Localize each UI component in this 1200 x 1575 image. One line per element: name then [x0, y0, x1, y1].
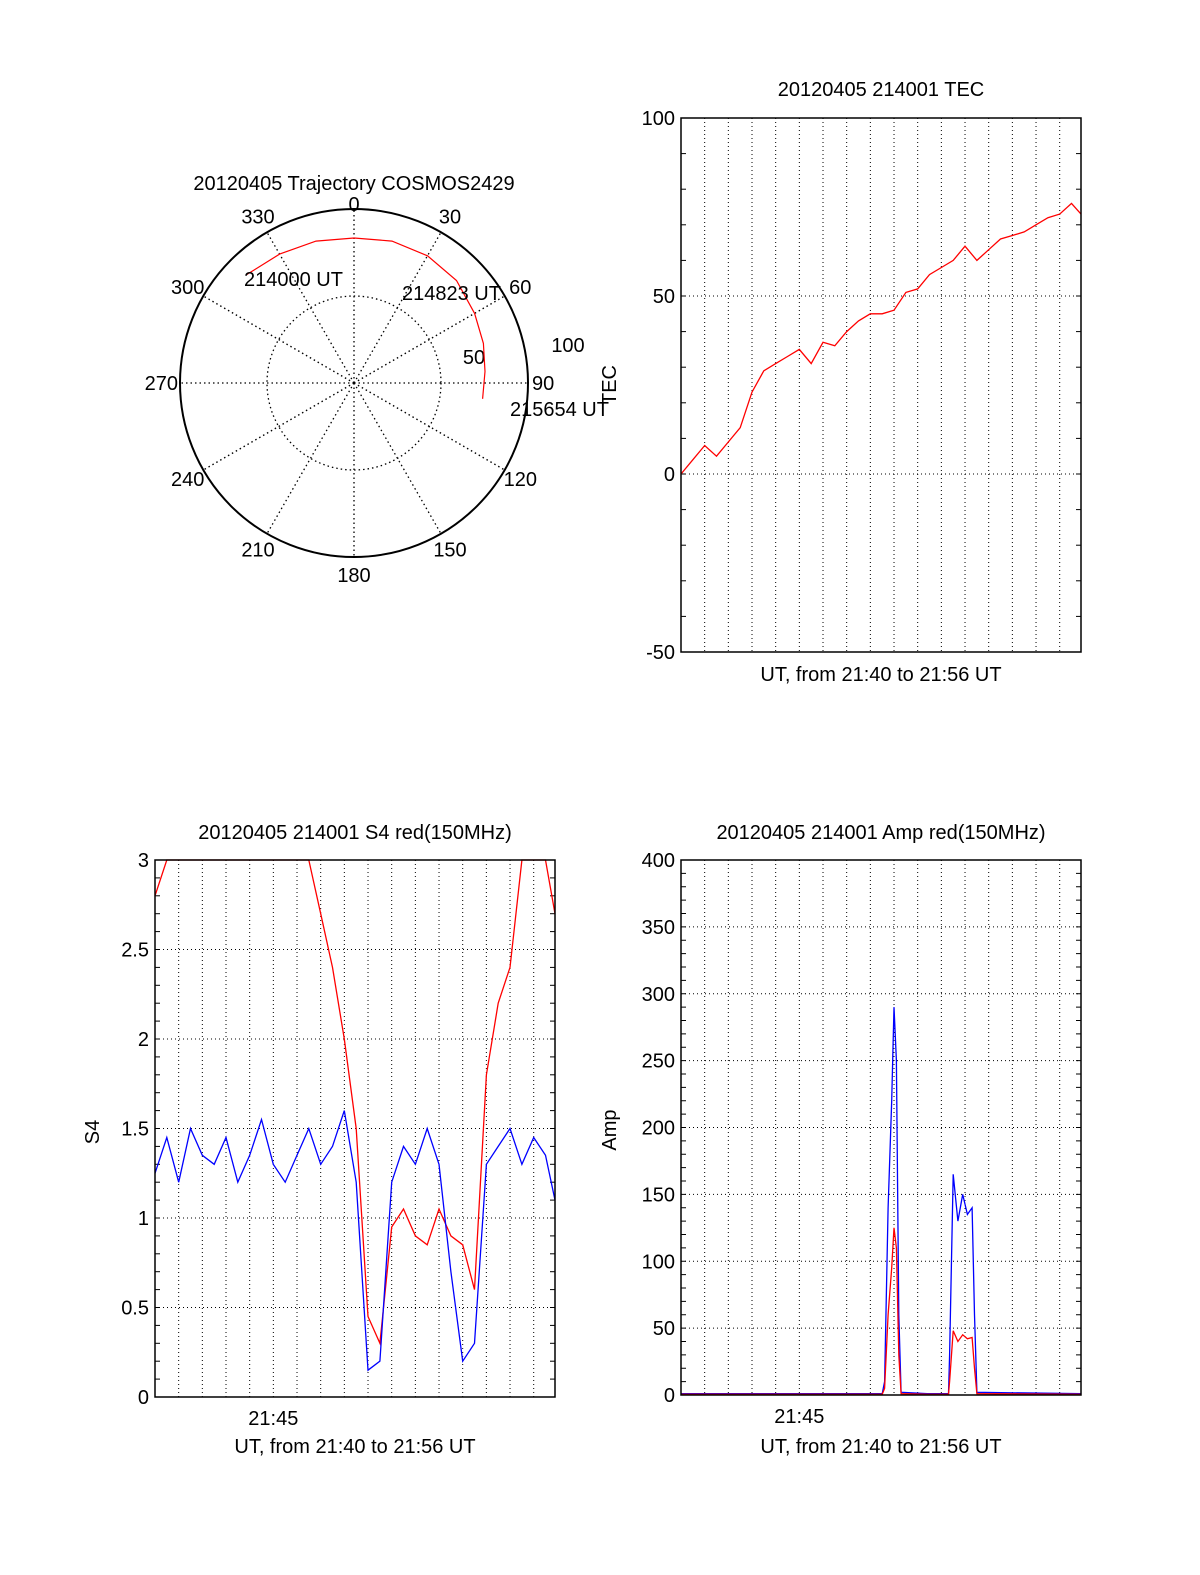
polar-angle-label: 270	[145, 373, 178, 395]
s4-series-line-0	[154, 859, 556, 1346]
polar-angle-label: 0	[348, 194, 359, 216]
tec-ytick-label: 0	[664, 464, 675, 486]
tec-frame	[680, 117, 1082, 653]
polar-spoke	[202, 382, 355, 471]
tec-ylabel: TEC	[599, 365, 621, 405]
polar-angle-label: 90	[532, 373, 554, 395]
amp-series-line-0	[681, 1007, 1082, 1395]
polar-angle-label: 180	[337, 565, 370, 587]
polar-angle-label: 210	[241, 539, 274, 561]
amp-ytick-label: 350	[642, 917, 675, 939]
polar-angle-label: 240	[171, 469, 204, 491]
amp-ytick-label: 0	[664, 1385, 675, 1407]
amp-xlabel: UT, from 21:40 to 21:56 UT	[760, 1436, 1001, 1458]
s4-ytick-label: 2	[138, 1029, 149, 1051]
s4-frame	[154, 859, 556, 1398]
s4-series-line-1	[154, 1110, 556, 1372]
polar-annotation-end: 215654 UT	[510, 399, 609, 421]
tec-ytick-label: 100	[642, 108, 675, 130]
polar-angle-label: 150	[433, 539, 466, 561]
polar-angle-label: 60	[509, 277, 531, 299]
amp-ytick-label: 400	[642, 850, 675, 872]
polar-radial-label: 50	[463, 347, 485, 369]
polar-spoke	[202, 295, 355, 384]
polar-spoke	[266, 231, 355, 384]
polar-annotation-mid: 214823 UT	[402, 283, 501, 305]
s4-ytick-label: 1	[138, 1208, 149, 1230]
polar-annotation-start: 214000 UT	[244, 269, 343, 291]
s4-ytick-label: 0.5	[121, 1298, 149, 1320]
tec-series-line	[680, 202, 1082, 475]
polar-spoke	[353, 295, 506, 384]
s4-ytick-label: 1.5	[121, 1119, 149, 1141]
polar-spoke	[353, 382, 442, 535]
polar-spoke	[266, 382, 355, 535]
tec-xlabel: UT, from 21:40 to 21:56 UT	[760, 664, 1001, 686]
amp-ytick-label: 150	[642, 1184, 675, 1206]
polar-angle-label: 120	[504, 469, 537, 491]
tec-ytick-label: -50	[646, 642, 675, 664]
amp-ytick-label: 300	[642, 984, 675, 1006]
s4-ytick-label: 2.5	[121, 940, 149, 962]
polar-angle-label: 330	[241, 207, 274, 229]
s4-ytick-label: 3	[138, 850, 149, 872]
amp-frame	[680, 859, 1082, 1396]
polar-trajectory-chart: 20120405 Trajectory COSMOS2429 0 30 60 90 12…	[145, 173, 609, 587]
s4-ylabel: S4	[82, 1120, 104, 1144]
amp-ytick-label: 50	[653, 1318, 675, 1340]
polar-trajectory-line	[245, 237, 486, 399]
amp-series-line-1	[681, 1227, 1082, 1395]
amp-ylabel: Amp	[599, 1109, 621, 1150]
s4-chart: 20120405 214001 S4 red(150MHz) UT, from …	[82, 822, 556, 1458]
amp-xtick-label: 21:45	[774, 1406, 824, 1428]
amp-ytick-label: 250	[642, 1051, 675, 1073]
polar-outer-circle	[179, 208, 529, 558]
s4-xlabel: UT, from 21:40 to 21:56 UT	[234, 1436, 475, 1458]
amp-ytick-label: 200	[642, 1118, 675, 1140]
tec-chart: 20120405 214001 TEC UT, from 21:40 to 21…	[599, 79, 1082, 686]
tec-ytick-label: 50	[653, 286, 675, 308]
polar-spoke	[353, 231, 442, 384]
amp-title: 20120405 214001 Amp red(150MHz)	[716, 822, 1045, 844]
polar-angle-label: 300	[171, 277, 204, 299]
s4-xtick-label: 21:45	[248, 1408, 298, 1430]
polar-radial-label: 100	[551, 335, 584, 357]
amp-ytick-label: 100	[642, 1251, 675, 1273]
polar-angle-label: 30	[439, 207, 461, 229]
s4-title: 20120405 214001 S4 red(150MHz)	[198, 822, 512, 844]
polar-spoke	[353, 382, 506, 471]
polar-title: 20120405 Trajectory COSMOS2429	[193, 173, 514, 195]
amp-chart: 20120405 214001 Amp red(150MHz) UT, from…	[599, 822, 1082, 1458]
tec-title: 20120405 214001 TEC	[778, 79, 984, 101]
s4-ytick-label: 0	[138, 1387, 149, 1409]
